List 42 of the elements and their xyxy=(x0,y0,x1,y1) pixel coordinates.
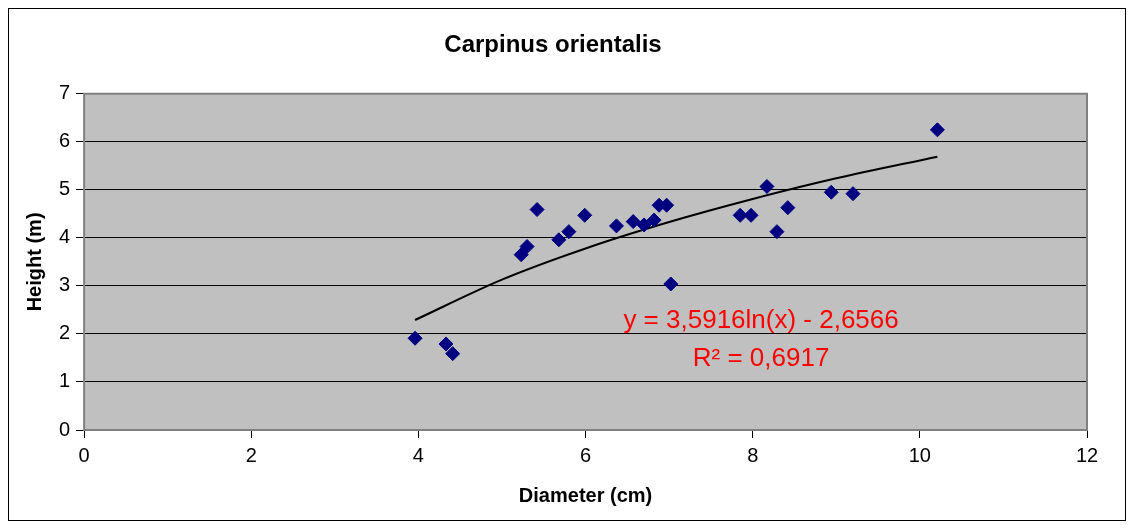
y-tick-label: 7 xyxy=(59,81,71,104)
point xyxy=(780,200,796,216)
annotation: R² = 0,6917 xyxy=(692,341,830,372)
annotation: y = 3,5916ln(x) - 2,6566 xyxy=(623,303,899,334)
x-tick-label: 6 xyxy=(580,443,592,466)
x-tick-label: 12 xyxy=(1075,443,1099,466)
point xyxy=(513,247,529,263)
x-tick-label: 4 xyxy=(412,443,424,466)
y-tick-label: 2 xyxy=(59,321,71,344)
y-tick-label: 3 xyxy=(59,273,71,296)
point xyxy=(445,346,461,362)
x-tick-label: 8 xyxy=(747,443,759,466)
point xyxy=(759,179,775,194)
point xyxy=(646,212,662,228)
point xyxy=(732,207,748,223)
y-tick-label: 0 xyxy=(59,417,71,440)
point xyxy=(663,276,679,292)
point xyxy=(551,232,567,248)
y-tick-label: 1 xyxy=(59,369,71,392)
point xyxy=(561,224,577,240)
point xyxy=(636,217,652,233)
point xyxy=(769,224,785,240)
chart-title: Carpinus orientalis xyxy=(444,30,662,58)
point xyxy=(407,330,423,346)
point xyxy=(577,207,593,223)
point xyxy=(519,239,535,255)
point xyxy=(743,207,759,223)
point xyxy=(438,336,454,352)
x-tick-label: 10 xyxy=(908,443,931,466)
y-tick-label: 6 xyxy=(59,129,71,152)
point xyxy=(608,218,624,234)
y-axis-title: Height (m) xyxy=(22,212,45,312)
point xyxy=(845,186,861,202)
y-tick-label: 4 xyxy=(59,225,71,248)
y-tick-label: 5 xyxy=(59,177,71,200)
point xyxy=(823,184,839,200)
point xyxy=(929,122,945,138)
x-axis-title: Diameter (cm) xyxy=(518,483,653,506)
point xyxy=(625,214,641,230)
point xyxy=(529,202,545,218)
x-tick-label: 0 xyxy=(78,443,90,466)
x-tick-label: 2 xyxy=(245,443,257,466)
